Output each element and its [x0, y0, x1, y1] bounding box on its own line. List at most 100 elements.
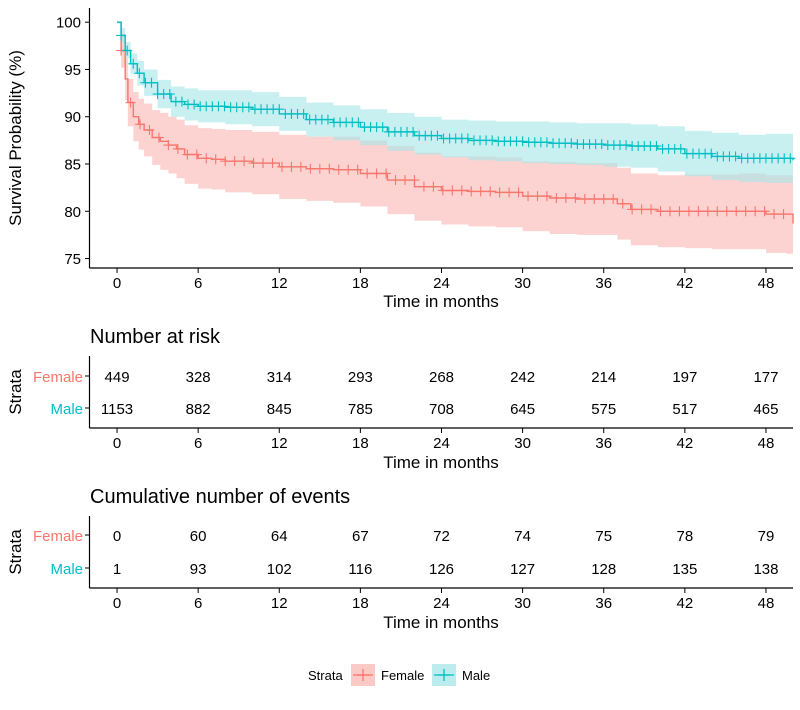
- female-censor-mark: [636, 204, 647, 215]
- x-tick-label: 0: [113, 275, 121, 292]
- female-censor-mark: [362, 168, 373, 179]
- table-cell: 64: [271, 528, 288, 545]
- table-cell: 845: [267, 401, 292, 418]
- male-censor-mark: [675, 143, 686, 154]
- table-cell: 575: [591, 401, 616, 418]
- x-tick-label: 30: [514, 275, 531, 292]
- female-censor-mark: [305, 163, 316, 174]
- legend-key-female: [351, 664, 375, 686]
- male-censor-mark: [219, 101, 230, 112]
- table-cell: 268: [429, 369, 454, 386]
- events-table-title: Cumulative number of events: [90, 486, 350, 508]
- table-cell: 74: [514, 528, 531, 545]
- x-axis-ticks: 0 6 12 18 24 30 36 42 48: [113, 268, 774, 292]
- table-cell: 449: [105, 369, 130, 386]
- female-censor-mark: [646, 204, 657, 215]
- female-censor-mark: [655, 206, 666, 217]
- male-censor-mark: [785, 153, 796, 164]
- female-censor-mark: [589, 193, 600, 204]
- female-censor-mark: [276, 161, 287, 172]
- male-censor-mark: [122, 45, 133, 56]
- female-censor-mark: [570, 193, 581, 204]
- strata-label-male: Male: [50, 561, 83, 578]
- female-censor-mark: [352, 164, 363, 175]
- male-censor-mark: [730, 151, 741, 162]
- table-cell: 293: [348, 369, 373, 386]
- male-censor-mark: [462, 133, 473, 144]
- male-censor-mark: [189, 99, 200, 110]
- table-cell: 645: [510, 401, 535, 418]
- risk-table: Number at risk Female 449 328 314 293 268 242 2…: [6, 326, 793, 472]
- table-cell: 1153: [101, 401, 133, 418]
- risk-table-x-axis-title: Time in months: [383, 453, 499, 472]
- x-tick-label: 42: [677, 435, 694, 452]
- female-censor-mark: [702, 206, 713, 217]
- female-censor-mark: [712, 206, 723, 217]
- y-tick-label: 90: [64, 109, 81, 126]
- table-cell: 78: [677, 528, 694, 545]
- table-cell: 116: [348, 561, 372, 578]
- female-censor-mark: [608, 193, 619, 204]
- female-censor-mark: [191, 149, 202, 160]
- events-table-x-axis-title: Time in months: [383, 613, 499, 632]
- x-tick-label: 18: [352, 595, 369, 612]
- table-cell: 75: [595, 528, 612, 545]
- female-censor-mark: [258, 158, 269, 169]
- censor-marks: [116, 30, 796, 220]
- male-censor-mark: [408, 126, 419, 137]
- events-table-x-ticks: 0 6 12 18 24 30 36 42 48: [113, 588, 774, 612]
- legend-key-male: [432, 664, 456, 686]
- table-cell: 242: [510, 369, 535, 386]
- y-tick-label: 85: [64, 157, 81, 174]
- female-censor-mark: [504, 187, 515, 198]
- male-censor-mark: [243, 102, 254, 113]
- female-censor-mark: [598, 193, 609, 204]
- table-cell: 128: [591, 561, 616, 578]
- table-cell: 79: [758, 528, 775, 545]
- y-tick-label: 80: [64, 204, 81, 221]
- table-cell: 465: [753, 401, 778, 418]
- risk-table-title: Number at risk: [90, 326, 221, 348]
- female-censor-mark: [740, 206, 751, 217]
- male-censor-mark: [274, 104, 285, 115]
- female-censor-mark: [456, 185, 467, 196]
- female-censor-mark: [343, 164, 354, 175]
- female-censor-mark: [125, 97, 136, 108]
- female-censor-mark: [428, 181, 439, 192]
- table-cell: 882: [186, 401, 211, 418]
- female-censor-mark: [399, 175, 410, 186]
- male-censor-mark: [487, 135, 498, 146]
- male-censor-mark: [128, 58, 139, 69]
- female-censor-mark: [153, 132, 164, 143]
- female-censor-mark: [494, 187, 505, 198]
- table-cell: 785: [348, 401, 373, 418]
- female-censor-mark: [267, 158, 278, 169]
- male-censor-mark: [596, 139, 607, 150]
- male-censor-mark: [322, 114, 333, 125]
- female-censor-mark: [324, 163, 335, 174]
- table-cell: 197: [672, 369, 697, 386]
- male-censor-mark: [298, 108, 309, 119]
- female-censor-mark: [210, 154, 221, 165]
- female-censor-mark: [135, 119, 146, 130]
- female-censor-mark: [409, 175, 420, 186]
- female-censor-mark: [664, 206, 675, 217]
- x-axis-title: Time in months: [383, 292, 499, 311]
- legend: Strata Female Male: [308, 664, 490, 686]
- table-cell: 517: [672, 401, 697, 418]
- legend-label-male: Male: [462, 668, 490, 683]
- female-censor-mark: [390, 175, 401, 186]
- female-censor-mark: [485, 186, 496, 197]
- table-cell: 314: [267, 369, 292, 386]
- female-censor-mark: [778, 209, 789, 220]
- female-censor-mark: [721, 206, 732, 217]
- x-tick-label: 48: [758, 275, 775, 292]
- female-censor-mark: [532, 191, 543, 202]
- female-censor-mark: [683, 206, 694, 217]
- female-censor-mark: [172, 143, 183, 154]
- female-censor-mark: [750, 206, 761, 217]
- female-censor-mark: [475, 186, 486, 197]
- female-censor-mark: [579, 193, 590, 204]
- female-censor-mark: [674, 206, 685, 217]
- table-cell: 138: [753, 561, 778, 578]
